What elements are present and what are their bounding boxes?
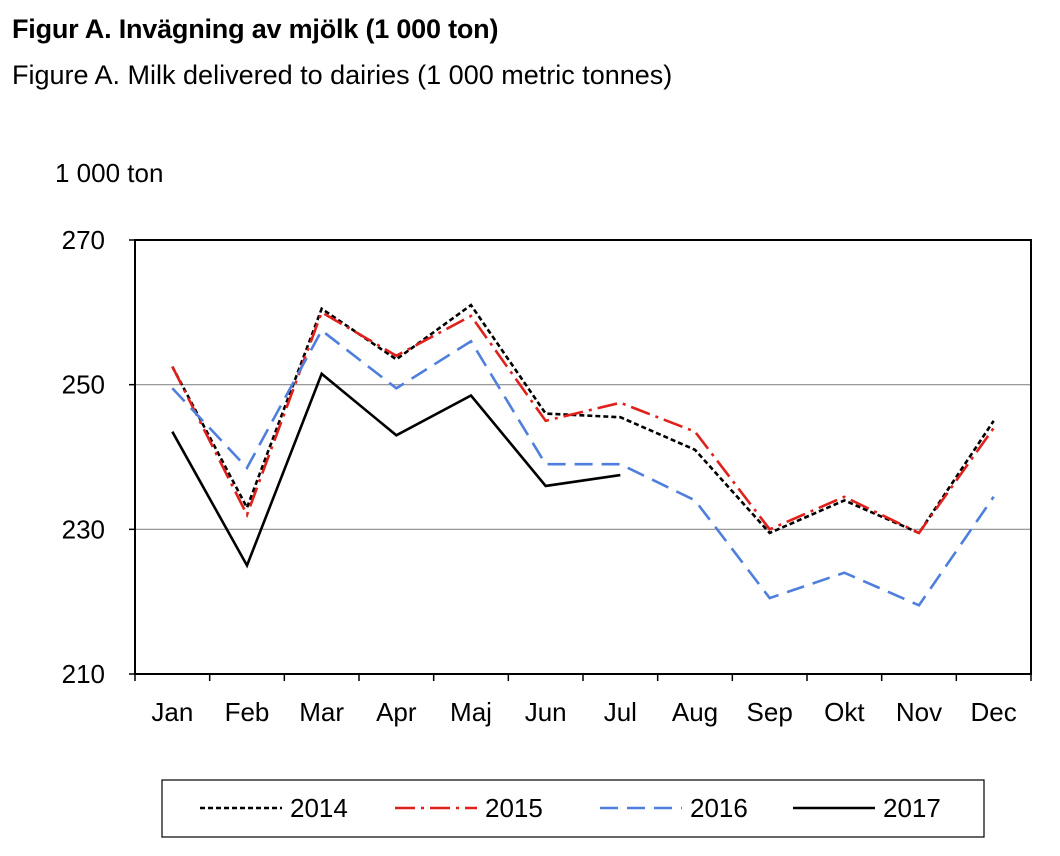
x-tick-label: Mar [299, 697, 344, 727]
series-line-2017 [171, 371, 621, 569]
x-tick-label: Feb [225, 697, 270, 727]
x-tick-label: Jul [604, 697, 637, 727]
chart-subtitle: Figure A. Milk delivered to dairies (1 0… [12, 60, 673, 90]
series-line-2015 [171, 310, 995, 535]
y-tick-label: 270 [62, 225, 105, 255]
series-line-2014 [171, 303, 995, 535]
legend-label-2016: 2016 [690, 793, 748, 823]
x-tick-label: Maj [450, 697, 492, 727]
legend-label-2014: 2014 [290, 793, 348, 823]
x-tick-label: Sep [747, 697, 793, 727]
chart-title: Figur A. Invägning av mjölk (1 000 ton) [12, 14, 499, 44]
x-tick-label: Nov [896, 697, 942, 727]
legend-label-2015: 2015 [485, 793, 543, 823]
x-tick-label: Jun [525, 697, 567, 727]
x-tick-label: Apr [376, 697, 417, 727]
series-line-2016 [171, 328, 995, 607]
y-tick-label: 250 [62, 370, 105, 400]
y-tick-label: 210 [62, 659, 105, 689]
legend-label-2017: 2017 [883, 793, 941, 823]
y-axis-label: 1 000 ton [55, 158, 163, 188]
x-tick-label: Aug [672, 697, 718, 727]
x-tick-label: Dec [971, 697, 1017, 727]
x-tick-label: Okt [824, 697, 865, 727]
x-tick-label: Jan [151, 697, 193, 727]
y-tick-label: 230 [62, 514, 105, 544]
